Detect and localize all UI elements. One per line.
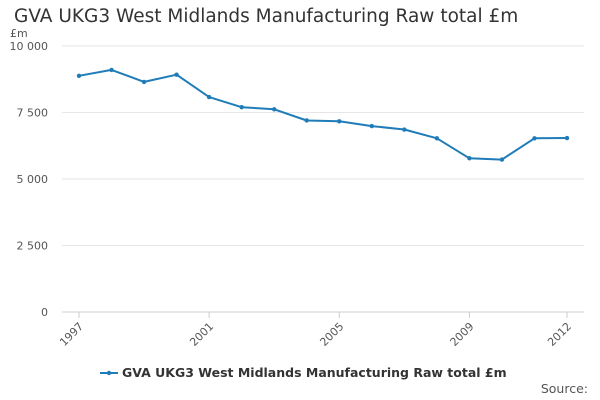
y-tick-label: 10 000 [10, 40, 49, 53]
data-point[interactable] [206, 94, 212, 100]
data-point[interactable] [272, 107, 277, 112]
data-point[interactable] [239, 104, 244, 110]
data-point[interactable] [76, 73, 82, 78]
data-point[interactable] [369, 123, 374, 129]
axes: 0 2 500 5 000 7 500 10 000 1997 2001 2005 2009 20… [10, 40, 584, 349]
legend-label: GVA UKG3 West Midlands Manufacturing Raw… [122, 365, 507, 380]
gridlines [62, 45, 584, 246]
y-tick-label: 5 000 [17, 173, 49, 186]
data-point[interactable] [402, 127, 407, 132]
data-point[interactable] [564, 135, 570, 141]
x-tick-label: 2012 [545, 320, 574, 349]
data-point[interactable] [304, 118, 309, 123]
series-line [78, 68, 568, 161]
chart-title: GVA UKG3 West Midlands Manufacturing Raw… [14, 6, 519, 27]
data-point[interactable] [467, 156, 472, 161]
legend-swatch-icon [100, 370, 118, 375]
y-tick-label: 2 500 [17, 240, 49, 253]
x-tick-label: 2001 [187, 320, 216, 349]
data-point[interactable] [337, 119, 342, 124]
y-tick-label: 0 [41, 306, 48, 319]
data-point[interactable] [434, 136, 440, 141]
series-layer [76, 67, 570, 162]
data-point[interactable] [174, 72, 179, 77]
y-axis-unit-label: £m [10, 27, 28, 40]
data-point[interactable] [141, 79, 147, 85]
x-tick-label: 2009 [448, 320, 477, 349]
data-point[interactable] [109, 67, 114, 73]
x-tick-label: 1997 [57, 320, 86, 349]
y-tick-label: 7 500 [17, 107, 49, 120]
x-tick-label: 2005 [317, 320, 346, 349]
data-point[interactable] [499, 157, 505, 162]
data-point[interactable] [532, 136, 537, 141]
legend[interactable]: GVA UKG3 West Midlands Manufacturing Raw… [100, 365, 507, 380]
source-label: Source: [540, 381, 588, 396]
